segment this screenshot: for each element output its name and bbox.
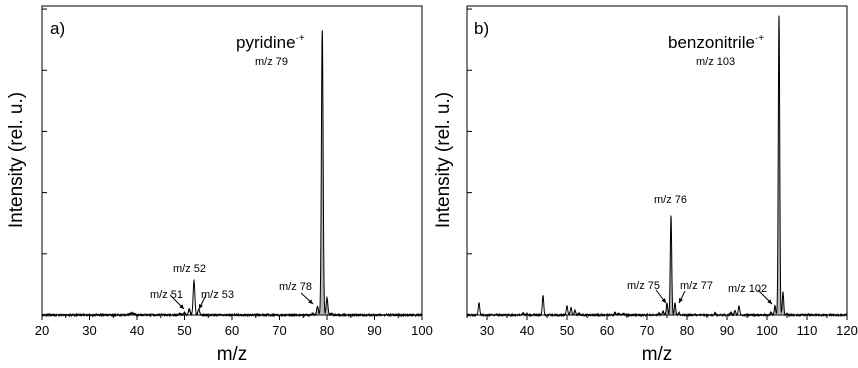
panel-a-spectrum-line <box>41 30 423 318</box>
panel-a: 20 30 40 50 60 70 80 90 100 m/z 52m/z 51 m/z 53m/… <box>6 5 433 365</box>
panel-a-ylabel: Intensity (rel. u.) <box>6 92 27 228</box>
panel-b-xtick-label: 100 <box>756 323 778 338</box>
panel-a-annotation-label: m/z 51 <box>150 289 183 301</box>
panel-a-label: a) <box>50 19 65 38</box>
panel-b-annotation-label: m/z 75 <box>627 280 660 292</box>
panel-a-annotation-label: m/z 53 <box>201 289 234 301</box>
panel-b-xtick-label: 40 <box>520 323 534 338</box>
panel-a-peak-sup: ·+ <box>296 33 305 44</box>
panel-b-peak-label: benzonitrile·+ <box>668 33 764 52</box>
panel-a-spectrum <box>41 30 423 318</box>
panel-a-xtick-label: 40 <box>130 323 144 338</box>
panel-b-annotation-label: m/z 76 <box>654 194 687 206</box>
panel-b-xtick-label: 120 <box>836 323 858 338</box>
panel-b-xtick-label: 80 <box>680 323 694 338</box>
panel-a-peak-fill-0 <box>313 30 330 315</box>
panel-a-xtick-label: 70 <box>272 323 286 338</box>
panel-b-peak-mz: m/z 103 <box>696 56 735 68</box>
panel-b-label: b) <box>474 19 489 38</box>
panel-b-xtick-label: 110 <box>797 323 818 338</box>
panel-a-xtick-label: 20 <box>35 323 49 338</box>
panel-a-xtick-label: 100 <box>411 323 433 338</box>
panel-b-xlabel: m/z <box>642 344 673 365</box>
panel-a-annotations: m/z 52 m/z 51 m/z 53 m/z 78 <box>150 263 314 310</box>
panel-a-annotation-arrowhead <box>199 304 203 309</box>
panel-a-axis-ticks: 20 30 40 50 60 70 80 90 100 <box>35 8 433 338</box>
panel-b-annotation-label: m/z 77 <box>680 280 713 292</box>
panel-b-peak-sup: ·+ <box>755 33 764 44</box>
panel-b-xtick-label: 90 <box>720 323 734 338</box>
panel-a-annotation-label: m/z 78 <box>279 281 312 293</box>
panel-b: 30 40 50 60 70 80 90 100 110 120 m/z 76m/z 75 m/z … <box>433 5 858 365</box>
panel-a-xtick-label: 30 <box>82 323 96 338</box>
panel-b-peak-name: benzonitrile <box>668 33 755 52</box>
panel-b-frame <box>466 5 848 316</box>
panel-b-annotations: m/z 76 m/z 75 m/z 77 m/z 102 <box>627 194 773 305</box>
panel-a-peak-name: pyridine <box>236 33 296 52</box>
panel-a-annotation-arrowhead <box>308 299 313 304</box>
panel-b-annotation-label: m/z 102 <box>728 283 767 295</box>
panel-a-xtick-label: 90 <box>367 323 381 338</box>
panel-b-axis-ticks: 30 40 50 60 70 80 90 100 110 120 <box>466 8 858 338</box>
panel-a-peak-mz: m/z 79 <box>255 56 288 68</box>
panel-a-xlabel: m/z <box>217 344 248 365</box>
panel-b-spectrum <box>466 15 848 318</box>
panel-b-annotation-arrowhead <box>679 298 683 303</box>
panel-b-annotation-arrowhead <box>661 298 666 303</box>
panel-b-spectrum-line <box>466 15 848 318</box>
panel-a-peak-label: pyridine·+ <box>236 33 305 52</box>
panel-b-peak-fill-0 <box>665 216 677 315</box>
panel-a-xtick-label: 80 <box>320 323 334 338</box>
panel-b-annotation-arrowhead <box>767 299 772 304</box>
panel-b-xtick-label: 70 <box>640 323 654 338</box>
panel-b-xtick-label: 60 <box>600 323 614 338</box>
panel-a-annotation-label: m/z 52 <box>173 263 206 275</box>
panel-b-ylabel: Intensity (rel. u.) <box>433 92 454 228</box>
panel-b-xtick-label: 50 <box>560 323 574 338</box>
panel-b-xtick-label: 30 <box>480 323 494 338</box>
panel-a-xtick-label: 60 <box>225 323 239 338</box>
panel-a-frame <box>41 5 423 316</box>
panel-a-annotation-arrowhead <box>179 304 184 309</box>
panel-a-xtick-label: 50 <box>177 323 191 338</box>
